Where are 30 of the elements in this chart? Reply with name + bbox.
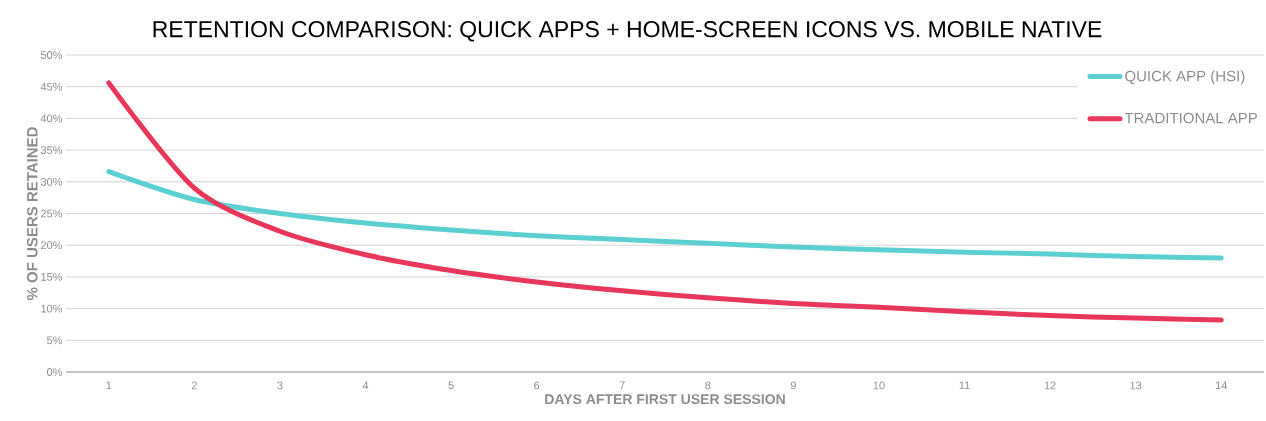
x-tick-label: 12 [1044,381,1056,390]
legend-label: QUICK APP (HSI) [1125,70,1245,85]
x-tick-label: 1 [106,381,112,390]
x-tick-label: 9 [790,381,796,390]
x-tick-label: 14 [1215,381,1228,390]
y-tick-label: 25% [41,209,63,218]
y-tick-label: 15% [41,273,63,281]
x-axis-title: DAYS AFTER FIRST USER SESSION [545,394,785,405]
x-tick-label: 5 [448,381,454,390]
chart-title: RETENTION COMPARISON: QUICK APPS + HOME-SCREEN ICONS VS. MOBILE NATIVE [153,21,1102,42]
y-tick-label: 40% [40,114,63,123]
x-tick-label: 13 [1130,381,1142,390]
y-tick-label: 0% [47,368,63,376]
x-tick-label: 7 [619,381,625,390]
y-tick-label: 5% [47,336,63,345]
y-tick-label: 50% [40,51,63,59]
x-tick-label: 8 [705,381,711,390]
y-axis-title: % OF USERS RETAINED [26,127,38,301]
y-tick-label: 30% [40,177,63,186]
y-tick-label: 20% [41,241,63,250]
x-tick-label: 11 [959,381,970,390]
y-tick-label: 10% [41,304,63,313]
x-tick-label: 10 [873,381,885,390]
y-tick-label: 45% [40,82,63,91]
x-tick-label: 6 [534,381,540,390]
y-tick-label: 35% [40,146,63,154]
x-tick-label: 3 [277,381,283,390]
x-tick-label: 2 [191,381,197,390]
x-tick-label: 4 [362,381,369,390]
legend-label: TRADITIONAL APP [1124,112,1257,124]
